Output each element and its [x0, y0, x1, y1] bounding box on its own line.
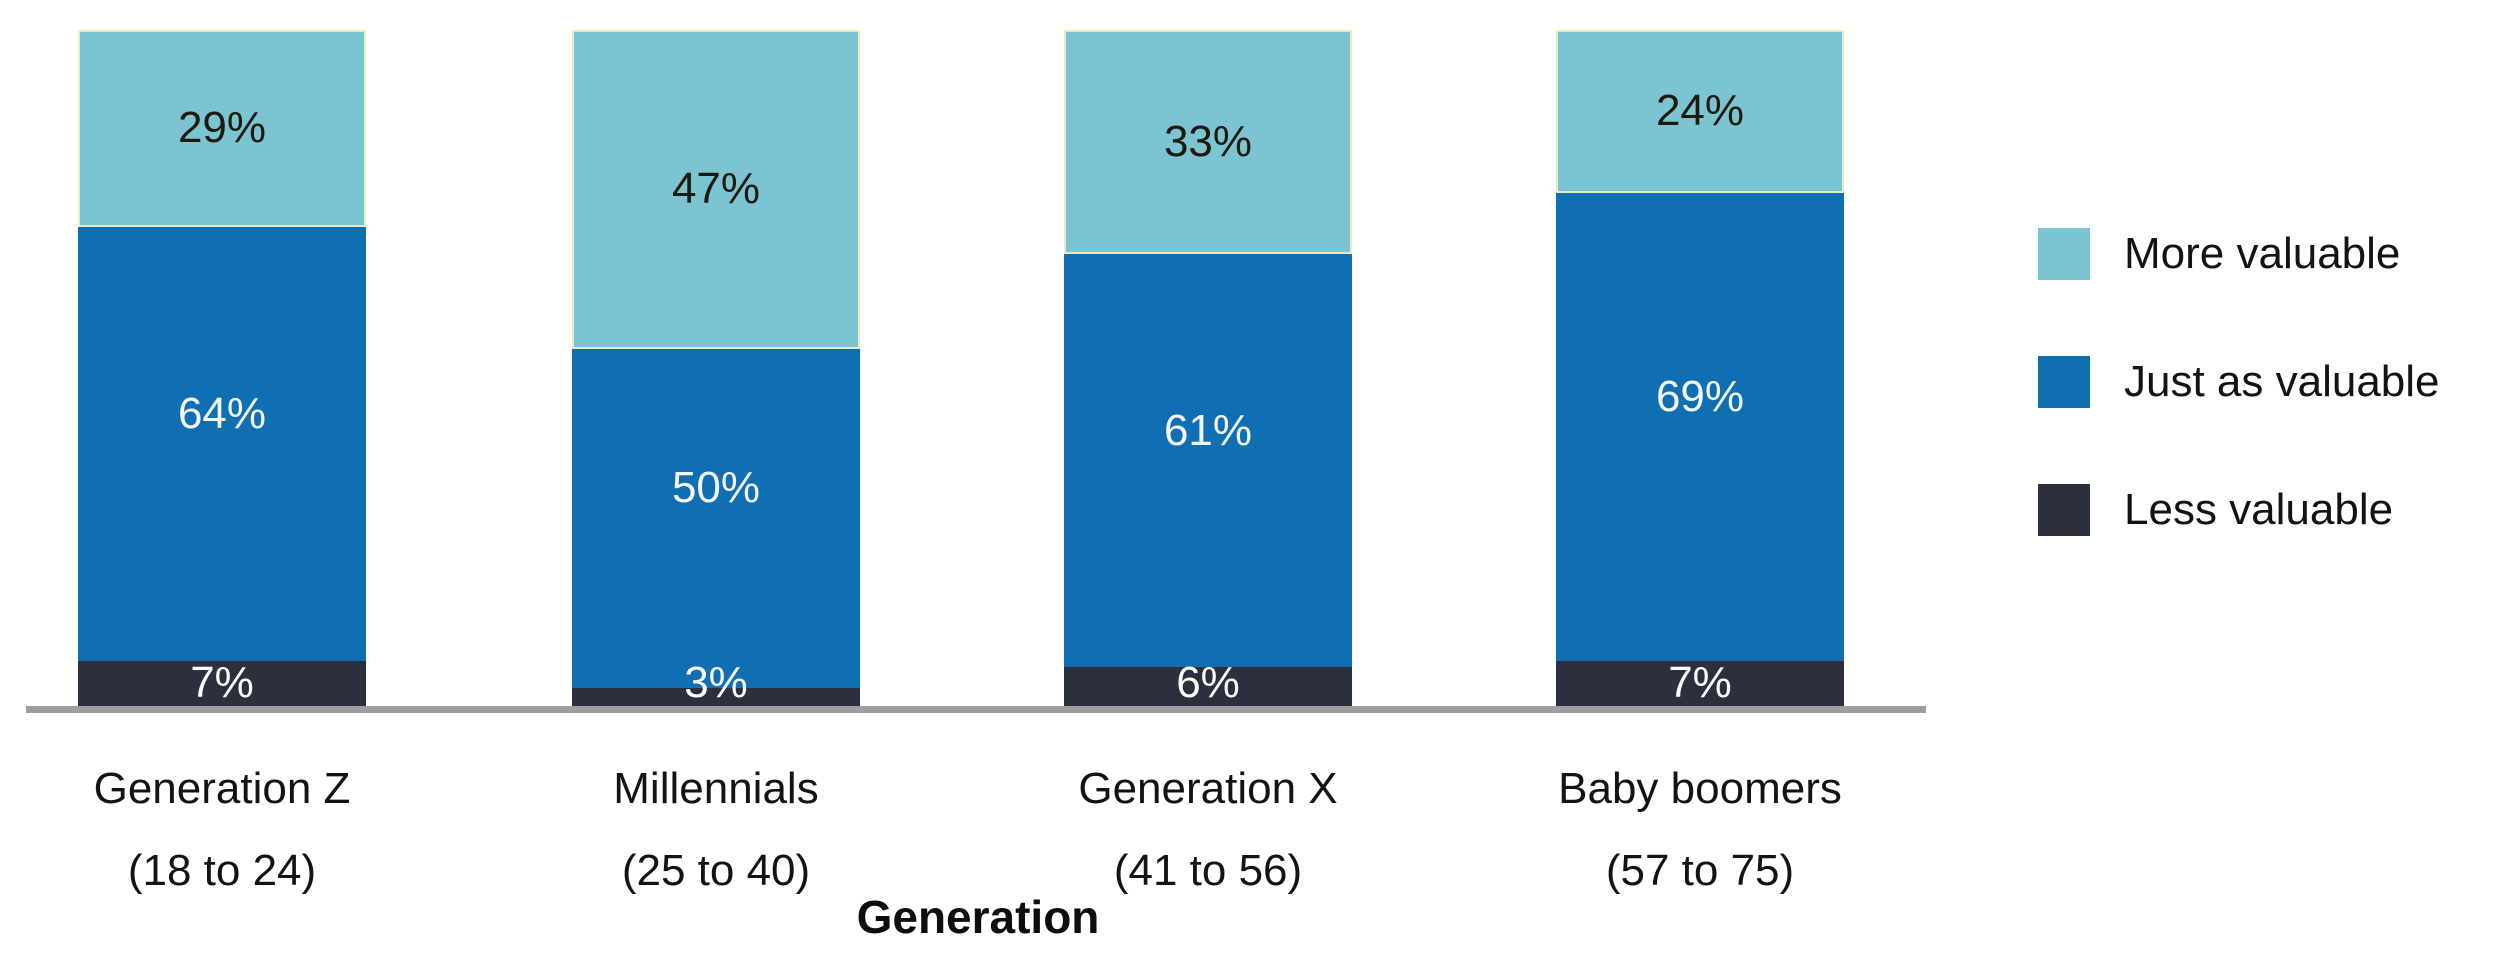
bar-value-label: 29%: [177, 103, 267, 153]
x-axis-title: Generation: [856, 891, 1100, 943]
bar-segment-less-valuable: [1064, 667, 1352, 708]
bar-segment-less-valuable: [78, 660, 366, 708]
bar-segment-just-as-valuable: 50%: [572, 348, 860, 688]
category-label-generation-z: Generation Z (18 to 24): [0, 748, 462, 912]
category-name: Baby boomers: [1558, 764, 1842, 813]
bar-segment-more-valuable: 33%: [1064, 30, 1352, 254]
bar-value-label: 7%: [190, 658, 254, 707]
category-label-generation-x: Generation X (41 to 56): [968, 748, 1448, 912]
legend-swatch-more-valuable: [2038, 228, 2090, 280]
legend-swatch-less-valuable: [2038, 484, 2090, 536]
legend-item-just-as-valuable: Just as valuable: [2038, 356, 2440, 408]
category-age-range: (57 to 75): [1605, 846, 1795, 895]
bar-segment-just-as-valuable: 69%: [1556, 192, 1844, 661]
bar-group-generation-z: 29% 64% 7%: [78, 30, 366, 708]
category-name: Generation Z: [93, 764, 351, 813]
bar-value-label: 7%: [1668, 658, 1732, 707]
category-name: Millennials: [613, 764, 819, 813]
bar-value-label: 6%: [1176, 658, 1240, 707]
bar-group-millennials: 47% 50% 3%: [572, 30, 860, 708]
x-axis-line: [26, 706, 1926, 713]
legend-item-more-valuable: More valuable: [2038, 228, 2440, 280]
bar-value-label: 3%: [684, 658, 748, 707]
bar-group-baby-boomers: 24% 69% 7%: [1556, 30, 1844, 708]
bar-value-label: 33%: [1163, 116, 1253, 166]
legend-swatch-just-as-valuable: [2038, 356, 2090, 408]
bar-segment-more-valuable: 24%: [1556, 30, 1844, 193]
bar-segment-just-as-valuable: 61%: [1064, 253, 1352, 668]
bar-segment-less-valuable: [1556, 660, 1844, 708]
bar-segment-less-valuable: [572, 687, 860, 708]
bar-value-label: 50%: [671, 463, 761, 513]
category-label-millennials: Millennials (25 to 40): [476, 748, 956, 912]
legend-item-less-valuable: Less valuable: [2038, 484, 2440, 536]
bar-value-label: 64%: [177, 388, 267, 438]
bar-segment-more-valuable: 47%: [572, 30, 860, 349]
category-age-range: (41 to 56): [1113, 846, 1303, 895]
bar-value-label: 47%: [671, 164, 761, 214]
category-name: Generation X: [1078, 764, 1338, 813]
category-age-range: (18 to 24): [127, 846, 317, 895]
bar-value-label: 69%: [1655, 371, 1745, 421]
bar-segment-just-as-valuable: 64%: [78, 226, 366, 661]
bar-value-label: 24%: [1655, 86, 1745, 136]
category-label-baby-boomers: Baby boomers (57 to 75): [1460, 748, 1940, 912]
bar-value-label: 61%: [1163, 405, 1253, 455]
category-age-range: (25 to 40): [621, 846, 811, 895]
legend-label: Just as valuable: [2124, 357, 2440, 406]
legend-label: More valuable: [2124, 229, 2401, 278]
legend: More valuable Just as valuable Less valuab…: [2038, 228, 2440, 612]
bar-segment-more-valuable: 29%: [78, 30, 366, 227]
legend-label: Less valuable: [2124, 485, 2394, 534]
bar-group-generation-x: 33% 61% 6%: [1064, 30, 1352, 708]
